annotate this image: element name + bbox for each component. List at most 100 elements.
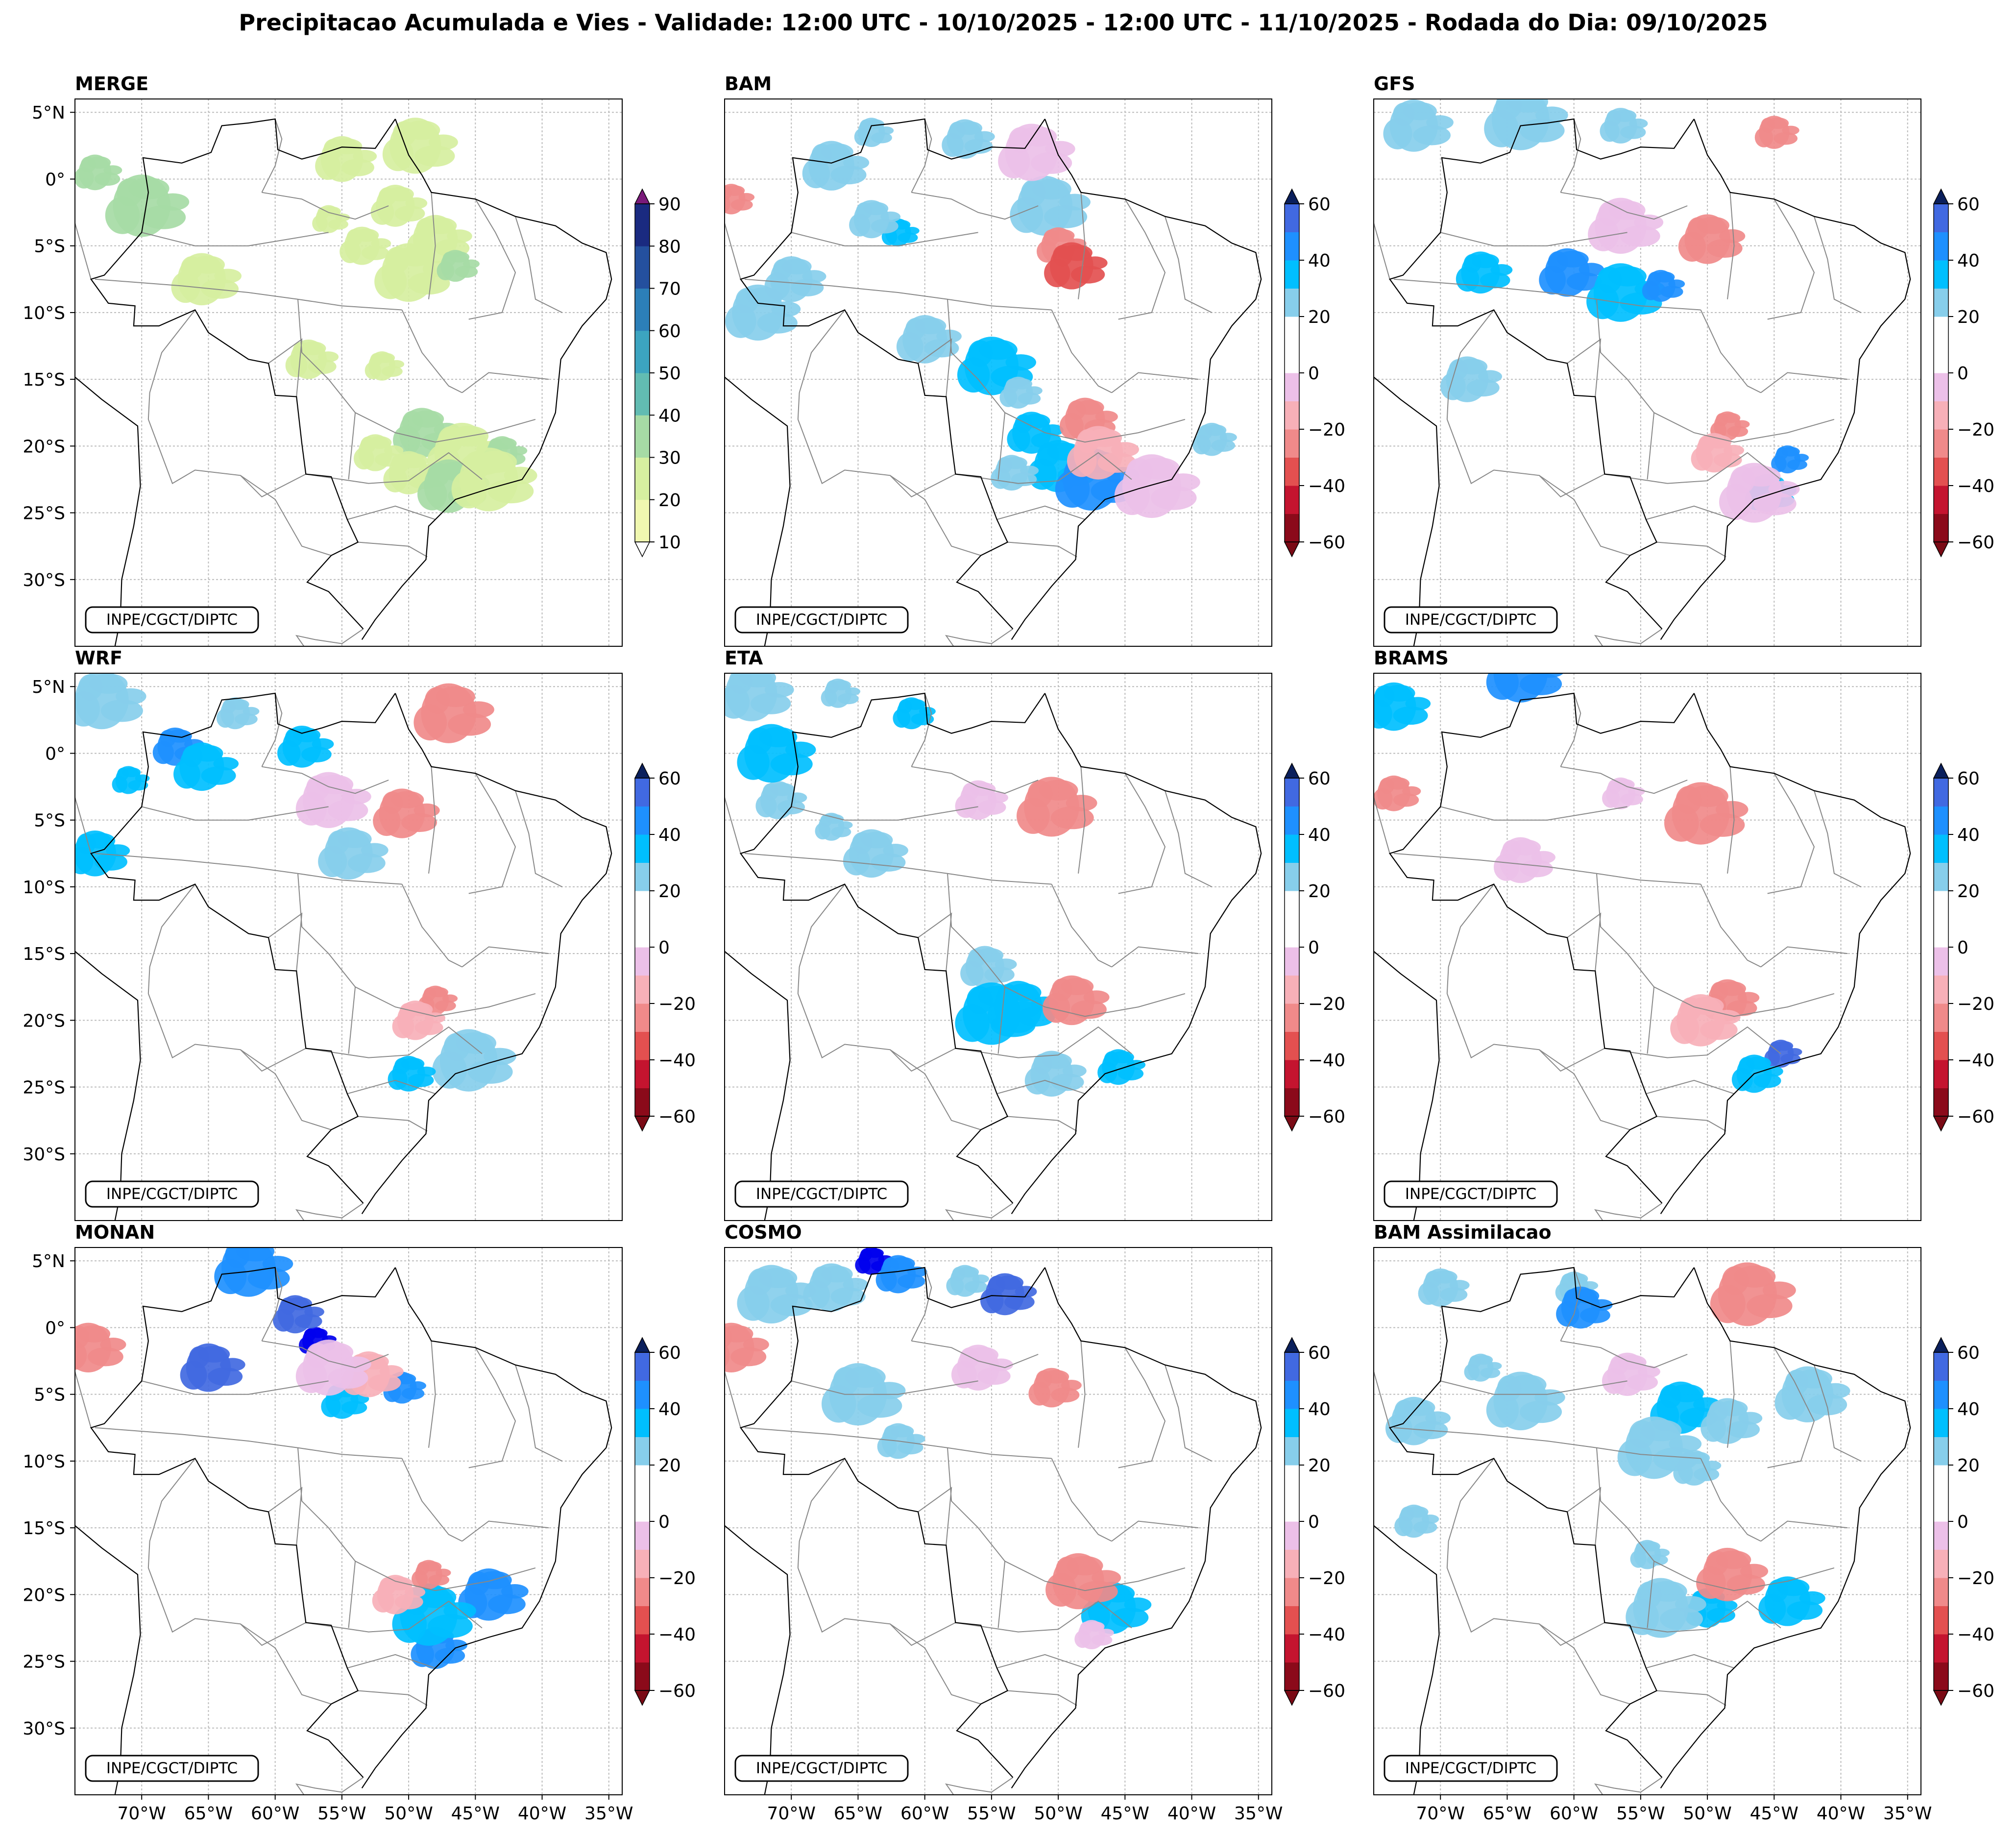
data-patch xyxy=(1056,1556,1079,1582)
map-background xyxy=(75,1247,622,1795)
data-patch xyxy=(428,1614,473,1638)
colorbar-tick-label: −20 xyxy=(658,994,696,1014)
data-patch xyxy=(1787,459,1807,470)
colorbar-segment xyxy=(1934,834,1948,863)
state-border xyxy=(515,790,562,887)
country-border xyxy=(1446,419,1605,498)
colorbar-segment xyxy=(1285,260,1299,289)
colorbar-segment xyxy=(635,834,650,863)
state-border xyxy=(1647,413,1655,480)
data-patch xyxy=(1629,118,1648,129)
lon-tick-label: 40°W xyxy=(518,1804,566,1824)
data-patch xyxy=(1027,780,1053,807)
colorbar-tick-label: −40 xyxy=(1308,1625,1345,1645)
country-border xyxy=(261,693,283,767)
state-border xyxy=(1700,310,1761,393)
data-patch xyxy=(1770,1041,1781,1054)
data-patch xyxy=(899,699,912,714)
data-patch xyxy=(1083,256,1108,269)
data-patch xyxy=(484,1048,516,1065)
data-patch xyxy=(757,312,798,334)
data-patch xyxy=(402,411,423,434)
state-border xyxy=(348,413,356,480)
panel-title: ETA xyxy=(725,647,763,669)
data-patch xyxy=(1005,378,1019,393)
data-patch xyxy=(852,832,873,854)
country-border xyxy=(147,419,306,498)
state-border xyxy=(1604,1600,1781,1633)
data-patch xyxy=(837,693,859,705)
colorbar-segment xyxy=(1285,232,1299,261)
lat-tick-label: 5°N xyxy=(32,103,65,123)
data-patch xyxy=(898,1274,925,1289)
colorbar-tick-label: −40 xyxy=(1308,476,1345,496)
colorbar-segment xyxy=(635,246,650,289)
data-patch xyxy=(1421,1514,1439,1524)
lon-tick-label: 70°W xyxy=(118,1804,166,1824)
data-patch xyxy=(1687,217,1708,240)
data-patch xyxy=(1124,1597,1152,1612)
data-patch xyxy=(748,1268,773,1295)
data-patch xyxy=(1166,473,1200,491)
country-border xyxy=(1388,692,1695,1204)
country-border xyxy=(90,1267,396,1778)
data-patch xyxy=(1066,794,1097,811)
country-border xyxy=(1388,1267,1695,1778)
coastline xyxy=(725,1525,791,1795)
colorbar-extend-max xyxy=(1933,1337,1949,1353)
data-patch xyxy=(1785,1369,1809,1395)
data-patch xyxy=(447,229,472,243)
colorbar-tick-label: 70 xyxy=(658,279,681,299)
colorbar-segment xyxy=(1285,514,1299,542)
data-patch xyxy=(379,1365,404,1378)
colorbar-tick-label: −60 xyxy=(658,1107,696,1127)
data-patch xyxy=(414,1020,443,1035)
data-patch xyxy=(1768,1579,1789,1602)
data-patch xyxy=(878,126,894,135)
state-border xyxy=(1647,987,1655,1054)
country-border xyxy=(90,118,396,630)
data-patch xyxy=(341,1356,371,1372)
data-patch xyxy=(1068,400,1086,420)
colorbar-segment xyxy=(1934,1493,1948,1522)
colorbar-segment xyxy=(635,1606,650,1635)
coastline xyxy=(1011,693,1262,1215)
lat-tick-label: 5°N xyxy=(32,677,65,697)
data-patch xyxy=(222,699,236,714)
colorbar-tick-label: −20 xyxy=(1308,1568,1345,1589)
country-border xyxy=(147,1458,195,1568)
state-border xyxy=(347,1654,436,1669)
state-border xyxy=(1393,278,1701,311)
country-border xyxy=(240,1623,332,1705)
data-patch xyxy=(968,948,986,968)
state-border xyxy=(1051,884,1112,968)
data-patch xyxy=(1440,1287,1468,1302)
data-patch xyxy=(76,833,96,854)
coastline xyxy=(725,376,791,646)
data-patch xyxy=(725,1326,732,1348)
country-border xyxy=(1446,1458,1494,1568)
state-border xyxy=(468,198,516,320)
data-patch xyxy=(262,1255,293,1272)
colorbar-segment xyxy=(1934,778,1948,807)
colorbar-tick-label: −60 xyxy=(1957,1681,1994,1701)
colorbar-extend-max xyxy=(1284,188,1300,204)
country-border xyxy=(1539,1049,1630,1130)
data-patch xyxy=(1606,110,1622,126)
colorbar-tick-label: 0 xyxy=(1308,1512,1319,1532)
data-patch xyxy=(964,139,993,154)
data-patch xyxy=(462,259,480,269)
data-patch xyxy=(285,728,303,747)
data-patch xyxy=(1761,118,1775,133)
data-patch xyxy=(833,1367,859,1395)
data-patch xyxy=(1707,1608,1735,1623)
credit-box xyxy=(85,1755,259,1782)
data-patch xyxy=(748,727,773,754)
data-patch xyxy=(382,791,403,814)
state-border xyxy=(1393,1427,1701,1459)
state-border xyxy=(1767,773,1815,894)
colorbar-segment xyxy=(635,1634,650,1663)
data-patch xyxy=(762,783,779,801)
colorbar-segment xyxy=(635,1549,650,1578)
colorbar-tick-label: 30 xyxy=(658,448,681,468)
